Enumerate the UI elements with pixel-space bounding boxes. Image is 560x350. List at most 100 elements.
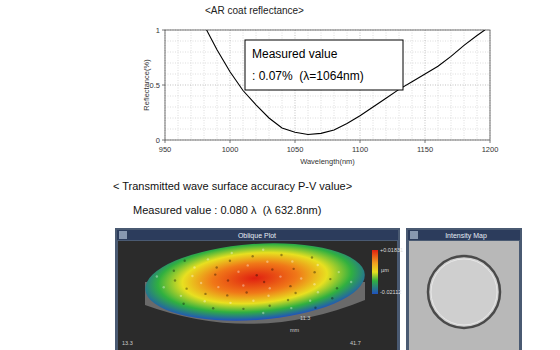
speckle — [313, 283, 315, 285]
speckle — [266, 261, 268, 263]
speckle — [317, 264, 319, 266]
minor-grid-line — [165, 96, 490, 97]
speckle — [291, 260, 293, 262]
speckle — [314, 307, 316, 309]
speckle — [317, 291, 319, 293]
speckle — [292, 268, 294, 270]
panel-title: Intensity Map — [445, 232, 487, 240]
speckle — [214, 273, 216, 275]
panel-titlebar — [408, 230, 520, 240]
axis-label: 11.3 — [300, 315, 310, 321]
x-tick — [165, 140, 166, 143]
minor-grid-line — [165, 129, 490, 130]
speckle — [242, 308, 244, 310]
minor-grid-line — [412, 30, 413, 140]
speckle — [231, 252, 233, 254]
y-tick-label: 0 — [156, 136, 160, 145]
speckle — [203, 300, 205, 302]
speckle — [294, 292, 296, 294]
speckle — [215, 266, 217, 268]
intensity-bg — [409, 241, 519, 350]
annotation: Measured value — [252, 47, 338, 61]
annotation: : 0.07% (λ=1064nm) — [252, 69, 364, 83]
reflectance-line — [207, 30, 485, 135]
x-tick-label: 1200 — [482, 145, 499, 154]
chart-title: <AR coat reflectance> — [205, 5, 304, 16]
panel-titlebar — [117, 230, 398, 240]
section-heading: < Transmitted wave surface accuracy P-V … — [113, 180, 352, 192]
x-axis-label: Wavelength(nm) — [300, 157, 355, 166]
x-tick-label: 950 — [159, 145, 172, 154]
speckle — [338, 271, 340, 273]
series-group — [207, 30, 485, 135]
speckle — [182, 302, 184, 304]
speckle — [256, 274, 258, 276]
speckle — [226, 294, 228, 296]
speckle — [289, 285, 291, 287]
x-tick-label: 1100 — [352, 145, 368, 154]
y-tick — [162, 140, 165, 141]
colorbar-label: +0.01831 — [380, 247, 403, 253]
speckle — [252, 300, 254, 302]
measurement: Measured value : 0.080 λ (λ 632.8nm) — [133, 204, 321, 216]
colorbar-label: -0.02112 — [380, 289, 401, 295]
x-tick-label: 1050 — [287, 145, 304, 154]
speckle — [269, 287, 271, 289]
speckle — [245, 291, 247, 293]
speckle — [268, 305, 270, 307]
panel-frame — [115, 228, 400, 350]
speckle — [163, 286, 165, 288]
speckle — [217, 286, 219, 288]
speckle — [262, 312, 264, 314]
speckle — [174, 279, 176, 281]
minor-grid-line — [165, 107, 490, 108]
x-tick — [230, 140, 231, 143]
speckle — [280, 254, 282, 256]
speckle — [207, 258, 209, 260]
panel-icon — [119, 231, 127, 239]
speckle — [271, 268, 273, 270]
speckle — [267, 295, 269, 297]
speckle — [185, 287, 187, 289]
speckle — [300, 277, 302, 279]
panel-frame — [406, 228, 522, 350]
speckle — [200, 282, 202, 284]
y-tick-label: 1 — [156, 26, 160, 35]
y-tick — [162, 85, 165, 86]
speckle — [229, 302, 231, 304]
speckle — [309, 299, 311, 301]
axis-label: 13.3 — [122, 340, 133, 346]
y-axis-label: Reflectance(%) — [142, 59, 151, 111]
speckle — [212, 307, 214, 309]
speckle — [311, 256, 313, 258]
surface-texture — [156, 249, 353, 315]
minor-grid-line — [464, 30, 465, 140]
speckle — [183, 260, 185, 262]
speckle — [331, 297, 333, 299]
speckle — [204, 293, 206, 295]
speckle — [279, 275, 281, 277]
speckle — [229, 260, 231, 262]
axis-label: mm — [290, 327, 300, 333]
aperture-circle — [428, 256, 500, 328]
speckle — [251, 255, 253, 257]
speckle — [263, 281, 265, 283]
speckle — [237, 270, 239, 272]
aperture-ring — [431, 259, 497, 325]
annotation-box — [245, 40, 403, 90]
x-tick — [490, 140, 491, 143]
speckle — [313, 271, 315, 273]
speckle — [227, 279, 229, 281]
axis-label: 41.7 — [350, 340, 361, 346]
minor-grid-line — [217, 30, 218, 140]
speckle — [262, 249, 264, 251]
speckle — [247, 264, 249, 266]
speckle — [242, 284, 244, 286]
minor-grid-line — [165, 118, 490, 119]
x-tick — [295, 140, 296, 143]
speckle — [180, 295, 182, 297]
x-tick-label: 1000 — [222, 145, 239, 154]
x-tick — [360, 140, 361, 143]
speckle — [336, 287, 338, 289]
speckle — [191, 275, 193, 277]
